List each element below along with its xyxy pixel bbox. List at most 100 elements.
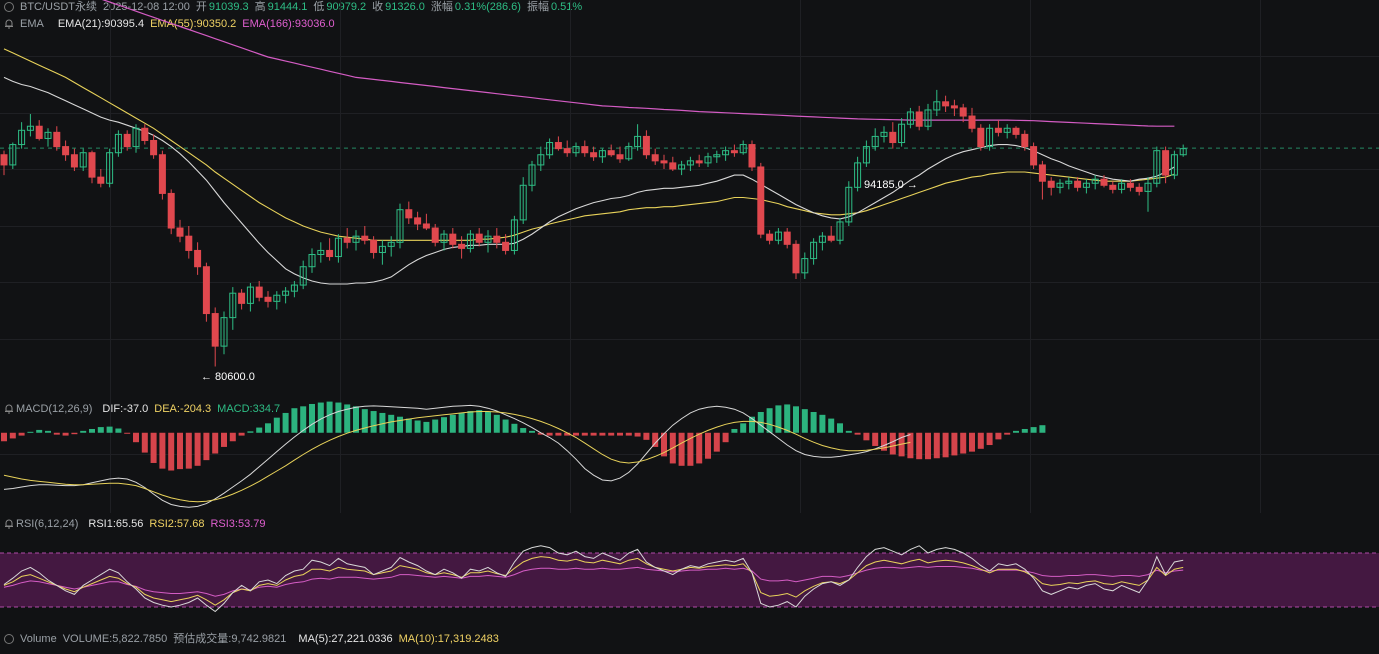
rsi-legend: RSI(6,12,24) RSI1:65.56 RSI2:57.68 RSI3:… [4,517,266,531]
candle-body [1003,127,1011,133]
candle-body [26,125,34,131]
dea-line [3,411,911,503]
candle-body [194,249,202,268]
close-label: 收 [372,1,384,13]
candle-body [185,235,193,251]
candle-body [581,146,589,154]
macd-bar [705,432,711,459]
macd-bar [388,414,395,433]
candle-body [1082,182,1090,188]
low-marker: ← 80600.0 [201,371,255,383]
candle-body [563,148,571,154]
candle-body [546,142,554,156]
macd-bar [995,432,1002,440]
candle-body [669,162,677,170]
amplitude-value: 0.51% [550,1,583,13]
rsi-name[interactable]: RSI(6,12,24) [16,518,79,530]
amplitude-label: 振幅 [526,1,549,13]
candle-body [704,156,712,164]
macd-bar [625,432,632,436]
candle-body [431,227,439,243]
macd-bar [441,417,447,433]
macd-bar [18,432,25,436]
candle-body [334,237,342,258]
candle-body [211,313,219,347]
macd-bar [740,423,747,433]
macd-bar [133,432,139,443]
ema-legend: EMA EMA(21):90395.4 EMA(55):90350.2 EMA(… [4,17,335,31]
candle-body [942,101,950,107]
macd-bar [449,414,456,433]
candle-body [70,154,78,168]
macd-bar [661,432,667,457]
rsi1-value: RSI1:65.56 [88,518,144,530]
candle-body [1012,127,1020,135]
macd-bar [608,432,615,436]
symbol[interactable]: BTC/USDT永续 [20,1,97,13]
macd-bar [872,432,879,446]
macd-bar [379,412,386,433]
candle-body [229,292,237,319]
volume-ma10: MA(10):17,319.2483 [398,633,499,645]
candle-body [1021,133,1029,148]
candlestick-chart[interactable] [0,0,1379,395]
candle-body [405,209,413,219]
rsi-pane[interactable] [0,513,1379,628]
macd-bar [977,432,984,449]
macd-bar [722,432,729,443]
bell-icon[interactable] [4,519,14,529]
candle-body [528,164,536,186]
high-value: 91444.1 [267,1,308,13]
candle-body [968,115,976,129]
candle-body [836,221,844,241]
macd-bar [317,402,324,433]
candle-body [361,235,369,241]
candle-body [1038,164,1046,182]
candle-body [97,176,105,184]
macd-bar [291,408,298,433]
macd-bar [414,420,421,433]
candle-body [352,235,360,243]
bell-icon[interactable] [4,19,14,29]
candle-body [1144,182,1152,192]
macd-pane[interactable] [0,395,1379,513]
volume-name[interactable]: Volume [20,633,57,645]
candle-body [378,245,386,253]
candle-body [370,239,378,253]
rsi-chart[interactable] [0,513,1379,628]
settings-icon[interactable] [4,2,14,12]
ema166-line [101,0,1175,127]
candle-body [238,292,246,304]
macd-bar [731,428,738,433]
candle-body [651,154,659,162]
macd-bar [1,432,7,442]
macd-bar [942,432,949,458]
candle-body [845,186,853,223]
macd-chart[interactable] [0,395,1379,513]
candle-body [1109,184,1117,190]
candle-body [854,162,862,188]
candle-body [634,135,642,148]
ema-name[interactable]: EMA [20,18,44,30]
dea-value: DEA:-204.3 [154,403,212,415]
candle-body [449,233,457,245]
rsi2-line [3,556,1184,606]
ema21-value: EMA(21):90395.4 [57,18,145,30]
macd-bar [9,432,16,439]
candle-body [871,135,879,148]
bell-icon[interactable] [4,404,14,414]
macd-bar [775,405,782,433]
price-pane[interactable]: 94185.0 → ← 80600.0 [0,0,1379,395]
candle-body [898,123,906,144]
price-header: BTC/USDT永续 2025-12-08 12:00 开 91039.3 高 91… [4,0,582,14]
macd-bar [89,428,95,433]
macd-bar [62,432,69,436]
candle-body [906,111,914,125]
high-marker: 94185.0 → [864,179,918,191]
macd-name[interactable]: MACD(12,26,9) [16,403,93,415]
candle-body [264,296,272,302]
high-label: 高 [254,1,266,13]
settings-icon[interactable] [4,634,14,644]
rsi2-value: RSI2:57.68 [149,518,205,530]
macd-bar [749,416,755,433]
